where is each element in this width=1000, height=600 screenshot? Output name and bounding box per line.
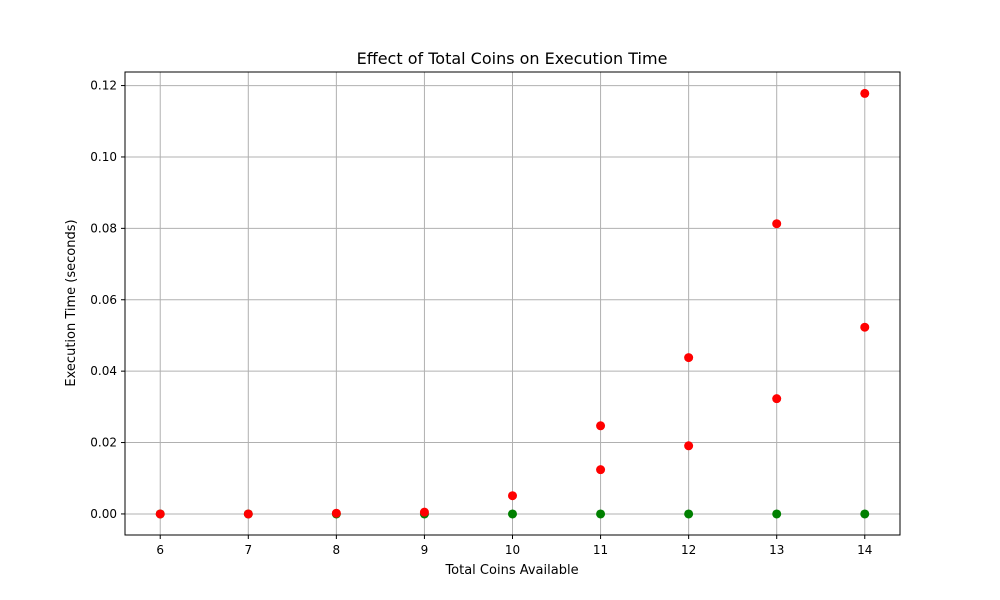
x-tick-label: 14 xyxy=(857,543,872,557)
chart-title: Effect of Total Coins on Execution Time xyxy=(357,49,668,68)
data-point xyxy=(772,509,782,519)
data-point xyxy=(860,322,870,332)
y-tick-label: 0.08 xyxy=(90,221,117,235)
data-point xyxy=(596,421,606,431)
data-point xyxy=(331,508,341,518)
data-point xyxy=(772,394,782,404)
x-tick-label: 13 xyxy=(769,543,784,557)
x-axis-ticks: 6 7 8 9 10 11 12 13 14 xyxy=(156,535,872,557)
data-point xyxy=(772,219,782,229)
data-point xyxy=(508,491,517,501)
x-tick-label: 6 xyxy=(156,543,164,557)
data-point xyxy=(419,507,429,517)
data-point xyxy=(155,509,165,519)
x-axis-label: Total Coins Available xyxy=(444,563,578,578)
data-point xyxy=(684,353,694,363)
y-axis-ticks: 0.00 0.02 0.04 0.06 0.08 0.10 0.12 xyxy=(90,79,125,521)
grid-lines xyxy=(125,72,900,535)
y-tick-label: 0.02 xyxy=(90,436,117,450)
data-point xyxy=(596,509,606,519)
y-tick-label: 0.00 xyxy=(90,507,117,521)
y-tick-label: 0.06 xyxy=(90,293,117,307)
x-tick-label: 7 xyxy=(244,543,252,557)
data-point xyxy=(684,509,694,519)
plot-frame xyxy=(124,71,901,536)
y-axis-label: Execution Time (seconds) xyxy=(64,219,79,386)
data-points xyxy=(155,88,870,519)
data-point xyxy=(684,441,694,451)
x-tick-label: 10 xyxy=(505,543,520,557)
y-tick-label: 0.04 xyxy=(90,364,117,378)
data-point xyxy=(860,509,870,519)
data-point xyxy=(860,88,870,98)
x-tick-label: 12 xyxy=(681,543,696,557)
data-point xyxy=(243,509,253,519)
data-point xyxy=(596,465,606,475)
y-tick-label: 0.12 xyxy=(90,79,117,93)
x-tick-label: 9 xyxy=(421,543,429,557)
y-tick-label: 0.10 xyxy=(90,150,117,164)
x-tick-label: 11 xyxy=(593,543,608,557)
data-point xyxy=(508,509,517,519)
x-tick-label: 8 xyxy=(333,543,341,557)
